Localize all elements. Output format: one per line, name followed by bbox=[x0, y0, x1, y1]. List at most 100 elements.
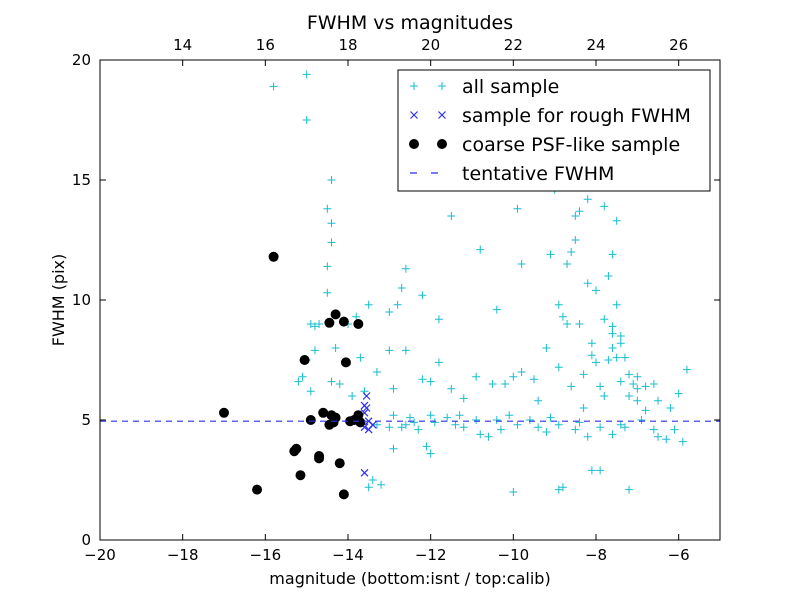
point-plus-43 bbox=[608, 250, 617, 259]
point-plus-97 bbox=[530, 375, 538, 384]
point-plus-152 bbox=[563, 320, 572, 328]
point-plus-139 bbox=[406, 413, 414, 422]
point-plus-86 bbox=[401, 420, 410, 429]
top-tick-label-1: 16 bbox=[256, 36, 275, 54]
top-tick-label-2: 18 bbox=[338, 36, 357, 54]
point-plus-129 bbox=[575, 418, 584, 427]
point-x-8 bbox=[360, 468, 369, 477]
point-plus-96 bbox=[517, 368, 526, 376]
point-plus-9 bbox=[306, 320, 315, 328]
point-plus-5 bbox=[327, 219, 336, 228]
point-plus-62 bbox=[625, 392, 634, 400]
point-plus-52 bbox=[587, 339, 596, 348]
point-plus-124 bbox=[472, 416, 481, 424]
point-plus-128 bbox=[554, 420, 563, 429]
y-tick-label-4: 20 bbox=[72, 51, 91, 69]
point-plus-148 bbox=[335, 380, 344, 388]
legend-symbol-0-a bbox=[410, 82, 418, 90]
point-plus-76 bbox=[587, 466, 596, 475]
point-plus-61 bbox=[633, 384, 642, 393]
legend-box bbox=[397, 69, 711, 192]
point-plus-92 bbox=[472, 372, 481, 381]
point-plus-81 bbox=[368, 476, 377, 484]
point-plus-137 bbox=[484, 432, 493, 441]
point-plus-17 bbox=[331, 344, 340, 352]
point-circle-18 bbox=[338, 489, 349, 500]
point-plus-60 bbox=[629, 380, 638, 388]
point-plus-12 bbox=[310, 346, 319, 355]
point-plus-50 bbox=[608, 322, 617, 331]
point-plus-131 bbox=[616, 420, 625, 429]
data-layer bbox=[100, 70, 720, 500]
x-tick-label-7: −6 bbox=[668, 546, 690, 564]
point-plus-85 bbox=[422, 442, 431, 451]
point-plus-48 bbox=[592, 286, 600, 295]
point-plus-22 bbox=[393, 300, 402, 309]
point-plus-34 bbox=[571, 212, 580, 220]
point-plus-94 bbox=[501, 380, 510, 388]
point-plus-28 bbox=[476, 245, 485, 254]
point-plus-64 bbox=[641, 382, 650, 391]
point-plus-8 bbox=[323, 288, 332, 297]
point-plus-95 bbox=[509, 372, 518, 381]
point-plus-10 bbox=[310, 322, 319, 331]
point-circle-25 bbox=[324, 419, 335, 430]
point-plus-107 bbox=[579, 404, 588, 412]
point-circle-9 bbox=[314, 453, 325, 464]
point-plus-114 bbox=[459, 423, 468, 432]
point-plus-79 bbox=[509, 488, 518, 496]
point-plus-78 bbox=[554, 485, 563, 494]
point-plus-123 bbox=[451, 420, 460, 429]
point-circle-22 bbox=[353, 319, 364, 329]
point-plus-55 bbox=[616, 339, 625, 348]
point-plus-67 bbox=[666, 404, 675, 412]
y-tick-label-1: 5 bbox=[81, 411, 91, 429]
point-plus-84 bbox=[426, 449, 435, 458]
point-plus-104 bbox=[616, 377, 625, 386]
point-plus-36 bbox=[583, 195, 592, 204]
point-circle-7 bbox=[305, 415, 316, 425]
point-x-0 bbox=[362, 392, 371, 400]
y-tick-label-2: 10 bbox=[72, 291, 91, 309]
point-plus-150 bbox=[612, 300, 621, 309]
x-tick-label-4: −12 bbox=[415, 546, 447, 564]
point-plus-14 bbox=[298, 372, 307, 381]
x-tick-label-6: −8 bbox=[585, 546, 607, 564]
point-plus-71 bbox=[662, 435, 671, 444]
legend-symbol-0-b bbox=[438, 82, 446, 90]
point-plus-101 bbox=[579, 370, 588, 379]
point-plus-3 bbox=[327, 176, 336, 184]
point-plus-103 bbox=[596, 382, 605, 391]
point-plus-75 bbox=[596, 466, 605, 475]
point-plus-153 bbox=[534, 396, 543, 405]
point-plus-37 bbox=[600, 202, 609, 211]
point-plus-146 bbox=[356, 353, 365, 362]
point-plus-24 bbox=[397, 284, 406, 292]
legend-label-1: sample for rough FWHM bbox=[462, 105, 691, 127]
point-plus-20 bbox=[364, 300, 373, 309]
point-plus-121 bbox=[397, 423, 406, 432]
point-plus-57 bbox=[620, 353, 629, 362]
point-plus-74 bbox=[625, 485, 634, 494]
point-circle-5 bbox=[295, 470, 306, 481]
top-tick-label-5: 24 bbox=[586, 36, 605, 54]
top-tick-label-6: 26 bbox=[669, 36, 688, 54]
legend-symbol-2-a bbox=[409, 139, 419, 149]
point-plus-145 bbox=[389, 384, 398, 393]
point-plus-21 bbox=[385, 308, 394, 316]
chart-title: FWHM vs magnitudes bbox=[307, 12, 513, 34]
point-plus-38 bbox=[612, 216, 621, 225]
point-plus-45 bbox=[558, 312, 567, 321]
point-plus-113 bbox=[476, 430, 485, 439]
point-circle-0 bbox=[219, 407, 229, 418]
point-plus-108 bbox=[571, 425, 580, 434]
point-plus-0 bbox=[269, 82, 278, 91]
point-plus-56 bbox=[612, 353, 621, 362]
point-plus-66 bbox=[654, 396, 662, 405]
legend-label-3: tentative FWHM bbox=[462, 163, 614, 185]
point-plus-2 bbox=[302, 116, 311, 124]
point-plus-87 bbox=[414, 425, 423, 434]
point-plus-26 bbox=[434, 315, 443, 324]
y-axis-label: FWHM (pix) bbox=[49, 254, 68, 347]
